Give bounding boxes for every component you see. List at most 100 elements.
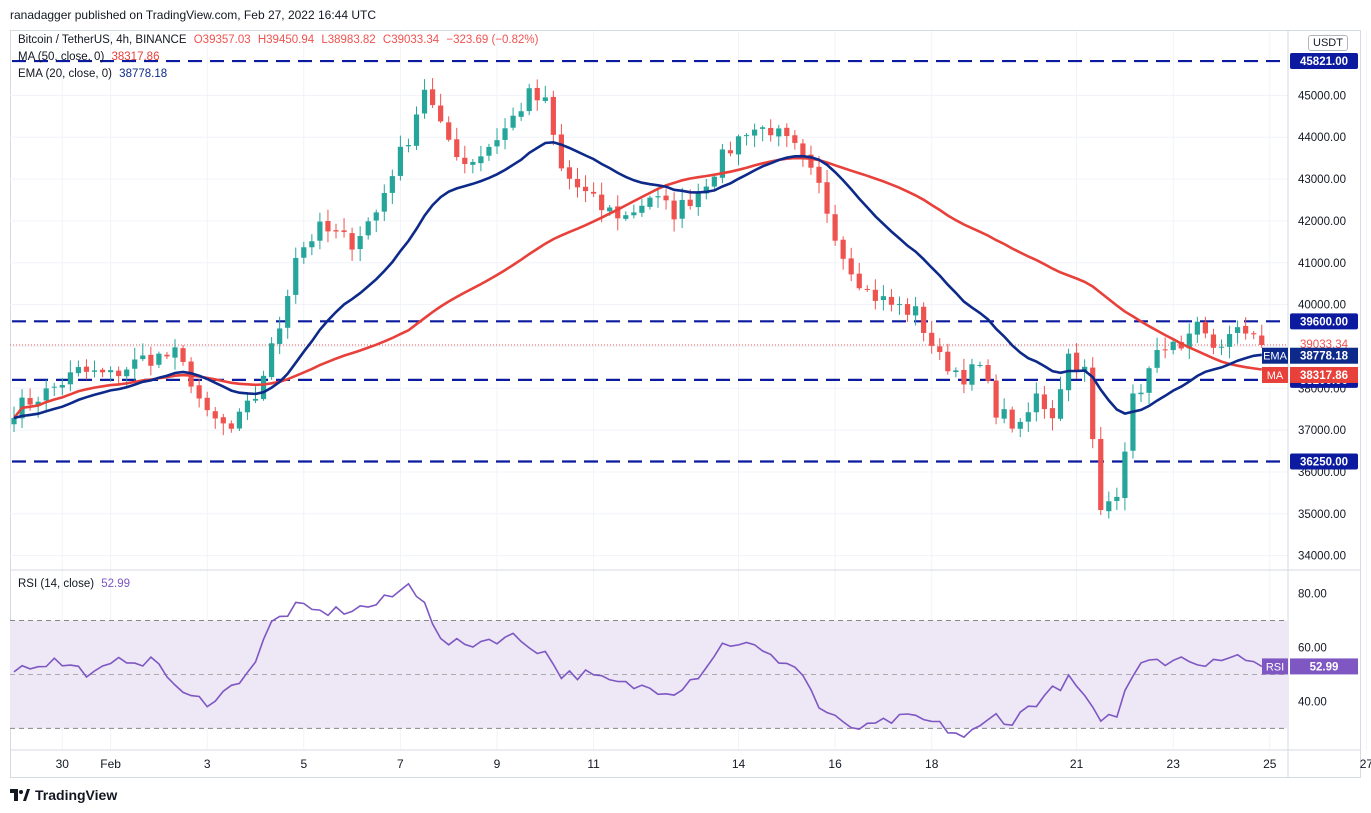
candle[interactable] <box>108 366 114 382</box>
candle[interactable] <box>671 192 677 232</box>
candle[interactable] <box>285 289 291 339</box>
candle[interactable] <box>1090 357 1096 449</box>
candle[interactable] <box>405 138 412 153</box>
candle[interactable] <box>961 358 967 394</box>
candle[interactable] <box>1033 382 1039 422</box>
candle[interactable] <box>1154 337 1160 373</box>
candle[interactable] <box>574 167 581 198</box>
candle[interactable] <box>301 241 307 264</box>
level-tag[interactable]: 36250.00 <box>1290 453 1358 470</box>
candle[interactable] <box>83 359 90 380</box>
candle[interactable] <box>1122 442 1128 511</box>
candle[interactable] <box>1114 487 1120 511</box>
candle[interactable] <box>929 320 935 354</box>
candle[interactable] <box>719 143 725 184</box>
candle[interactable] <box>1210 328 1217 355</box>
candle[interactable] <box>204 391 210 417</box>
candle[interactable] <box>1049 400 1056 431</box>
candle[interactable] <box>832 204 838 246</box>
candle[interactable] <box>1098 426 1104 516</box>
candle[interactable] <box>212 407 218 429</box>
candle[interactable] <box>244 391 251 421</box>
candle[interactable] <box>172 339 178 370</box>
candle[interactable] <box>293 247 299 304</box>
candle[interactable] <box>977 361 983 368</box>
candle[interactable] <box>75 360 81 377</box>
candle[interactable] <box>937 338 943 360</box>
candle[interactable] <box>558 124 564 172</box>
candle[interactable] <box>1130 384 1136 459</box>
candle[interactable] <box>478 145 484 172</box>
candle[interactable] <box>1065 348 1072 402</box>
candle[interactable] <box>969 358 975 391</box>
candle[interactable] <box>269 337 275 380</box>
candle[interactable] <box>752 123 758 148</box>
candle[interactable] <box>220 413 226 436</box>
candle[interactable] <box>599 182 605 223</box>
candle[interactable] <box>743 132 750 146</box>
candle[interactable] <box>1106 491 1112 519</box>
candle[interactable] <box>985 359 991 384</box>
ema-tag[interactable]: EMA 38778.18 <box>1262 347 1358 364</box>
candle[interactable] <box>792 130 798 150</box>
candle[interactable] <box>679 187 685 229</box>
candle[interactable] <box>848 247 854 282</box>
candle[interactable] <box>921 302 927 342</box>
candle[interactable] <box>703 178 709 200</box>
candle[interactable] <box>768 119 774 142</box>
ma-legend[interactable]: MA (50, close, 0) 38317.86 <box>18 51 163 63</box>
rsi-legend[interactable]: RSI (14, close) 52.99 <box>18 578 134 590</box>
candle[interactable] <box>816 156 822 194</box>
candle[interactable] <box>373 209 379 233</box>
candle[interactable] <box>1243 317 1249 340</box>
candle[interactable] <box>397 135 403 181</box>
candle[interactable] <box>1226 325 1233 359</box>
candle[interactable] <box>51 382 57 397</box>
candle[interactable] <box>623 211 629 221</box>
candle[interactable] <box>67 360 73 392</box>
candle[interactable] <box>228 420 234 433</box>
candle[interactable] <box>236 408 242 432</box>
candle[interactable] <box>615 195 621 231</box>
candle[interactable] <box>309 234 315 256</box>
candle[interactable] <box>591 182 597 198</box>
candle[interactable] <box>1235 320 1241 344</box>
candle[interactable] <box>566 160 573 190</box>
candle[interactable] <box>727 141 734 157</box>
candle[interactable] <box>486 143 492 161</box>
candle[interactable] <box>582 175 589 203</box>
candle[interactable] <box>800 138 806 167</box>
candle[interactable] <box>164 351 170 360</box>
candle[interactable] <box>494 128 500 155</box>
candle[interactable] <box>993 374 999 425</box>
candle[interactable] <box>132 347 138 381</box>
candle[interactable] <box>913 296 919 326</box>
candle[interactable] <box>43 379 49 412</box>
candle[interactable] <box>1146 366 1152 404</box>
candle[interactable] <box>880 285 886 311</box>
candle[interactable] <box>91 360 98 378</box>
candle[interactable] <box>711 173 717 189</box>
candle[interactable] <box>856 262 862 291</box>
candle[interactable] <box>872 279 878 310</box>
candle[interactable] <box>760 125 766 142</box>
candle[interactable] <box>196 379 202 408</box>
candle[interactable] <box>1001 398 1007 424</box>
candle[interactable] <box>1009 406 1015 433</box>
candle[interactable] <box>695 183 701 216</box>
level-tag[interactable]: 39600.00 <box>1290 313 1358 330</box>
candle[interactable] <box>413 106 420 151</box>
candle[interactable] <box>1057 376 1064 421</box>
candle[interactable] <box>349 227 355 261</box>
candle[interactable] <box>333 223 339 239</box>
candle[interactable] <box>1138 384 1144 403</box>
candle[interactable] <box>11 406 17 433</box>
candle[interactable] <box>824 169 830 223</box>
candle[interactable] <box>510 107 516 131</box>
candle[interactable] <box>784 123 790 148</box>
candle[interactable] <box>446 116 452 142</box>
candle[interactable] <box>1162 337 1168 359</box>
candle[interactable] <box>381 184 387 222</box>
candle[interactable] <box>840 236 846 270</box>
